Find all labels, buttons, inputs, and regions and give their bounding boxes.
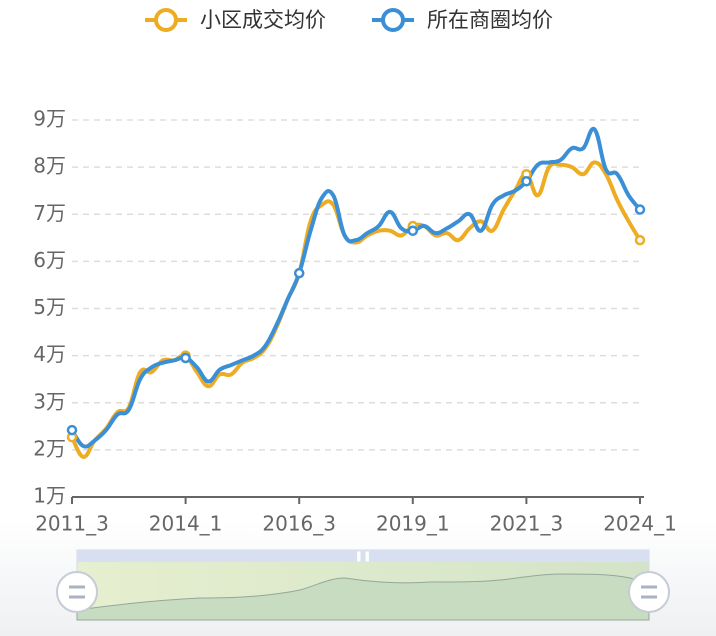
point xyxy=(407,225,419,236)
series-line xyxy=(70,126,642,449)
x-tick-label: 2016_3 xyxy=(262,512,336,536)
x-tick-label: 2024_1 xyxy=(603,512,677,536)
y-tick-label: 2万 xyxy=(33,436,66,460)
x-tick-label: 2019_1 xyxy=(376,512,450,536)
y-tick-label: 6万 xyxy=(33,248,66,272)
point xyxy=(66,424,78,436)
zoom-handle-icon xyxy=(641,585,657,599)
legend-icon xyxy=(154,8,178,32)
zoom-preview xyxy=(76,573,650,621)
x-tick-label: 2021_3 xyxy=(490,512,564,536)
y-tick-label: 9万 xyxy=(33,107,66,131)
point xyxy=(180,352,191,364)
data-zoom[interactable]: ❚❚ xyxy=(56,549,670,621)
x-tick-label: 2011_3 xyxy=(35,512,109,536)
x-tick-label: 2014_1 xyxy=(149,512,223,536)
point xyxy=(634,204,646,215)
y-tick-label: 4万 xyxy=(33,342,66,366)
point xyxy=(521,176,532,187)
y-tick-label: 1万 xyxy=(33,484,66,508)
legend-item[interactable]: 所在商圈均价 xyxy=(372,8,553,32)
zoom-bar xyxy=(77,550,649,562)
zoom-handle-icon xyxy=(69,585,85,599)
legend-label: 小区成交均价 xyxy=(200,8,326,32)
zoom-handle-right[interactable] xyxy=(628,571,670,613)
legend-label: 所在商圈均价 xyxy=(427,8,553,32)
series-line xyxy=(70,160,642,459)
legend-item[interactable]: 小区成交均价 xyxy=(145,8,326,32)
y-tick-label: 8万 xyxy=(33,154,66,178)
y-tick-label: 5万 xyxy=(33,295,66,319)
y-tick-label: 7万 xyxy=(33,201,66,225)
point xyxy=(634,234,646,246)
zoom-grip: ❚❚ xyxy=(355,551,372,562)
y-tick-label: 3万 xyxy=(33,389,66,413)
zoom-handle-left[interactable] xyxy=(56,571,98,613)
legend-icon xyxy=(381,8,405,32)
point xyxy=(293,267,305,279)
